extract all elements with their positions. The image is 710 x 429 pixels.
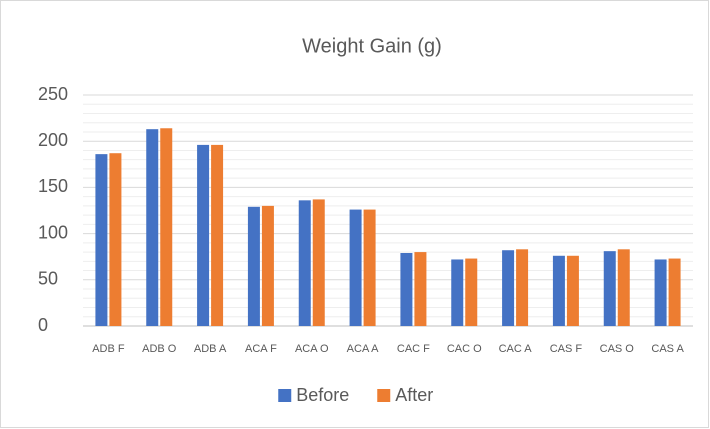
bar [160,128,173,326]
bar [109,153,122,326]
bar [654,259,667,326]
bar [414,252,427,326]
x-tick-label: ADB A [194,343,227,355]
bar [603,251,616,326]
bar [197,144,210,326]
x-tick-label: ADB F [92,343,125,355]
bar [211,144,224,326]
bar [146,129,159,326]
bar [516,249,529,326]
bar [465,258,478,326]
bar [552,255,565,326]
y-tick-label: 150 [38,176,68,196]
legend-swatch [278,389,292,402]
x-tick-label: ACA A [347,343,379,355]
y-tick-label: 50 [38,269,58,289]
bar [566,255,579,326]
x-tick-label: CAS A [651,343,684,355]
bar [95,154,108,326]
chart-title: Weight Gain (g) [302,35,442,57]
bar [668,258,681,326]
x-tick-label: CAC O [447,343,482,355]
bar [400,253,413,326]
x-tick-label: CAC A [499,343,533,355]
x-tick-label: CAS F [550,343,583,355]
bar [261,205,274,326]
legend-label: After [395,385,433,405]
bar [502,250,515,326]
y-tick-label: 100 [38,222,68,242]
bar [617,249,630,326]
x-tick-label: ADB O [142,343,177,355]
legend-swatch [377,389,391,402]
y-tick-label: 0 [38,315,48,335]
x-tick-label: ACA F [245,343,277,355]
bar [247,206,260,326]
y-tick-label: 200 [38,130,68,150]
x-tick-label: CAC F [397,343,430,355]
bar [363,209,376,326]
legend-label: Before [296,385,349,405]
bar [298,200,311,326]
y-tick-label: 250 [38,84,68,104]
x-tick-label: CAS O [600,343,635,355]
x-tick-label: ACA O [295,343,329,355]
bar [451,259,464,326]
bar [349,209,362,326]
bar [312,199,325,326]
